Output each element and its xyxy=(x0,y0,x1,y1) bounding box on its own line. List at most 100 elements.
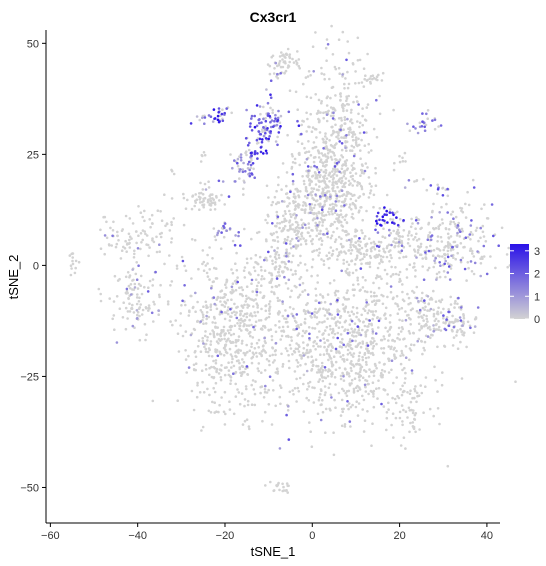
data-point xyxy=(381,215,385,218)
data-point xyxy=(103,234,107,237)
data-point xyxy=(300,223,304,227)
data-point xyxy=(354,138,358,142)
data-point xyxy=(306,75,310,78)
data-point xyxy=(372,371,375,374)
data-point xyxy=(426,335,430,338)
data-point xyxy=(301,290,304,294)
data-point xyxy=(383,370,387,373)
data-point xyxy=(201,116,204,120)
data-point xyxy=(339,242,343,246)
data-point xyxy=(316,281,320,284)
data-point xyxy=(326,374,330,378)
data-point xyxy=(305,348,309,352)
data-point xyxy=(397,396,401,400)
data-point xyxy=(446,262,450,265)
data-point xyxy=(164,224,167,228)
data-point xyxy=(391,412,395,416)
data-point xyxy=(209,308,213,312)
data-point xyxy=(254,253,258,257)
data-point xyxy=(425,112,428,116)
data-point xyxy=(308,332,311,336)
data-point xyxy=(187,366,191,369)
data-point xyxy=(380,347,383,350)
data-point xyxy=(222,325,226,329)
data-point xyxy=(327,308,331,311)
data-point xyxy=(344,161,348,165)
data-point xyxy=(413,389,417,393)
data-point xyxy=(291,161,295,164)
data-point xyxy=(342,193,346,196)
data-point xyxy=(367,196,371,199)
data-point xyxy=(350,237,354,241)
data-point xyxy=(371,422,374,426)
data-point xyxy=(428,325,431,329)
data-point xyxy=(309,348,312,352)
data-point xyxy=(358,363,361,366)
data-point xyxy=(453,222,457,226)
data-point xyxy=(293,316,296,320)
data-point xyxy=(440,383,444,387)
data-point xyxy=(256,157,259,160)
data-point xyxy=(364,385,367,389)
data-point xyxy=(361,408,365,411)
data-point xyxy=(421,112,424,115)
data-point xyxy=(131,303,134,307)
data-point xyxy=(417,248,420,252)
data-point xyxy=(334,368,338,372)
data-point xyxy=(297,194,300,197)
data-point xyxy=(347,103,351,106)
data-point xyxy=(276,246,280,250)
data-point xyxy=(276,296,280,300)
data-point xyxy=(318,396,321,399)
data-point xyxy=(351,63,355,66)
data-point xyxy=(316,199,319,202)
data-point xyxy=(400,244,404,247)
data-point xyxy=(310,239,313,243)
data-point xyxy=(362,398,366,402)
data-point xyxy=(332,317,336,321)
data-point xyxy=(216,326,219,329)
data-point xyxy=(354,372,358,375)
data-point xyxy=(145,333,148,337)
data-point xyxy=(399,354,402,358)
data-point xyxy=(284,52,288,56)
data-point xyxy=(345,99,348,103)
data-point xyxy=(296,204,299,208)
data-point xyxy=(436,345,439,349)
data-point xyxy=(272,232,276,235)
data-point xyxy=(116,234,119,238)
data-point xyxy=(319,158,323,161)
data-point xyxy=(180,304,183,307)
data-point xyxy=(415,256,418,259)
data-point xyxy=(483,203,486,206)
data-point xyxy=(398,410,402,414)
data-point xyxy=(298,163,302,167)
data-point xyxy=(385,428,388,432)
data-point xyxy=(377,73,380,77)
data-point xyxy=(392,240,395,243)
data-point xyxy=(331,186,335,190)
data-point xyxy=(181,259,185,263)
data-point xyxy=(375,219,378,223)
data-point xyxy=(329,96,332,100)
data-point xyxy=(356,311,359,315)
data-point xyxy=(214,361,218,365)
data-point xyxy=(230,311,234,315)
data-point xyxy=(412,409,415,412)
data-point xyxy=(425,245,428,249)
data-point xyxy=(356,389,360,393)
data-point xyxy=(268,271,271,275)
data-point xyxy=(278,121,282,124)
data-point xyxy=(332,230,335,234)
data-point xyxy=(364,378,367,382)
data-point xyxy=(319,392,322,396)
data-point xyxy=(401,327,405,331)
data-point xyxy=(262,344,265,348)
data-point xyxy=(372,374,376,378)
data-point xyxy=(131,324,135,328)
data-point xyxy=(376,397,379,400)
data-point xyxy=(259,150,263,154)
data-point xyxy=(250,278,254,282)
data-point xyxy=(394,266,397,269)
data-point xyxy=(372,395,375,398)
